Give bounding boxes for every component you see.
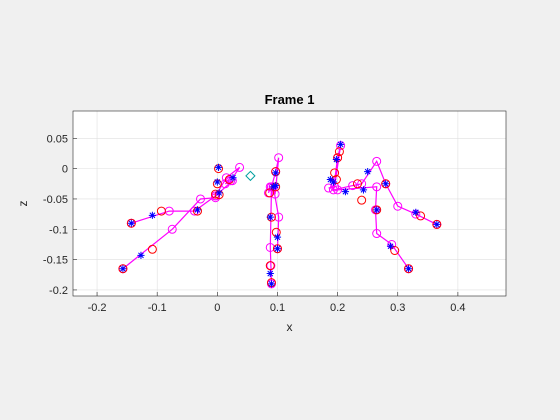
blue-star-marker [213,178,221,186]
blue-star-marker [229,174,237,182]
blue-star-marker [337,140,345,148]
magenta-circle-marker [333,185,343,195]
skeleton-line [122,197,216,270]
skeleton-line [328,145,438,225]
red-circle-marker [357,195,367,205]
red-circle-marker [404,264,414,274]
blue-star-marker [127,219,135,227]
skeleton-line [337,186,410,270]
blue-star-marker [273,245,282,253]
red-circle-marker [330,168,340,178]
blue-star-marker [215,189,223,197]
magenta-circle-marker [372,156,382,166]
magenta-circle-marker [348,181,358,191]
x-tick-label: 0.1 [270,302,285,314]
red-circle-marker [390,246,400,256]
blue-star-marker [193,206,202,214]
red-circle-marker [126,218,136,228]
skeleton-line [267,186,271,194]
blue-star-marker [433,220,441,229]
red-circle-marker [416,211,426,221]
x-tick-label: -0.1 [148,302,167,314]
diamond-marker [245,170,256,182]
blue-star-marker [266,213,274,221]
red-circle-marker [265,188,275,198]
blue-star-marker [272,169,280,177]
y-axis-label: z [16,201,30,207]
red-circle-marker [432,219,442,229]
ticks: -0.2 -0.1 0 0.1 0.2 0.3 0.4 -0.2 -0.15 -0.1 -0.05 0… [43,133,466,314]
magenta-circle-marker [265,242,275,252]
x-tick-label: 0.4 [450,302,465,314]
blue-star-marker [386,242,395,250]
red-circle-marker [352,179,362,189]
blue-star-marker [119,265,127,273]
red-circle-marker [381,179,391,189]
skeleton-line [131,180,233,224]
blue-star-marker [359,186,368,194]
blue-star-marker [382,180,390,188]
x-tick-label: 0.2 [330,302,345,314]
blue-star-marker [266,269,274,278]
x-tick-label: 0.3 [390,302,405,314]
blue-star-marker [332,155,341,164]
plot-area[interactable] [73,111,506,296]
x-axis-label: x [287,320,293,334]
red-circle-marker [372,205,382,215]
red-circle-marker [265,261,275,271]
red-circle-marker [333,153,343,163]
blue-star-marker [364,168,372,176]
chart-title: Frame 1 [265,92,315,107]
skeleton-line [214,166,241,197]
blue-star-marker [148,211,156,219]
plot-frame [72,110,507,297]
blue-star-marker [137,251,145,259]
blue-star-marker [412,208,420,216]
y-tick-label: 0.05 [47,133,68,145]
blue-star-marker [329,178,338,186]
red-circle-marker [147,244,157,254]
x-tick-label: -0.2 [88,302,107,314]
red-circle-marker [334,147,344,157]
y-tick-label: -0.15 [43,255,68,267]
red-circle-marker [118,264,128,274]
blue-star-marker [404,265,413,273]
y-tick-label: -0.05 [43,194,68,206]
red-circle-marker [156,206,166,216]
data-layer [118,140,442,289]
blue-star-marker [326,175,334,184]
red-circle-marker [272,244,282,254]
magenta-circle-marker [235,162,245,172]
magenta-circle-marker [324,183,334,193]
y-tick-label: -0.2 [49,285,68,297]
magenta-circle-marker [167,224,177,234]
magenta-circle-marker [393,201,403,211]
blue-star-marker [214,163,223,172]
y-tick-label: -0.1 [49,224,68,236]
blue-star-marker [273,233,282,241]
blue-star-marker [373,206,381,214]
magenta-circle-marker [195,194,205,204]
y-tick-label: 0 [62,164,68,176]
blue-star-marker [269,183,277,191]
magenta-circle-marker [274,153,284,163]
magenta-circle-marker [328,185,338,195]
magenta-circle-marker [372,182,382,192]
blue-star-marker [267,280,276,288]
x-tick-label: 0 [214,302,220,314]
magenta-circle-marker [372,229,382,239]
grid [73,111,506,296]
blue-star-marker [272,182,280,190]
magenta-circle-marker [387,239,397,249]
magenta-circle-marker [274,212,284,222]
blue-star-marker [341,188,350,196]
